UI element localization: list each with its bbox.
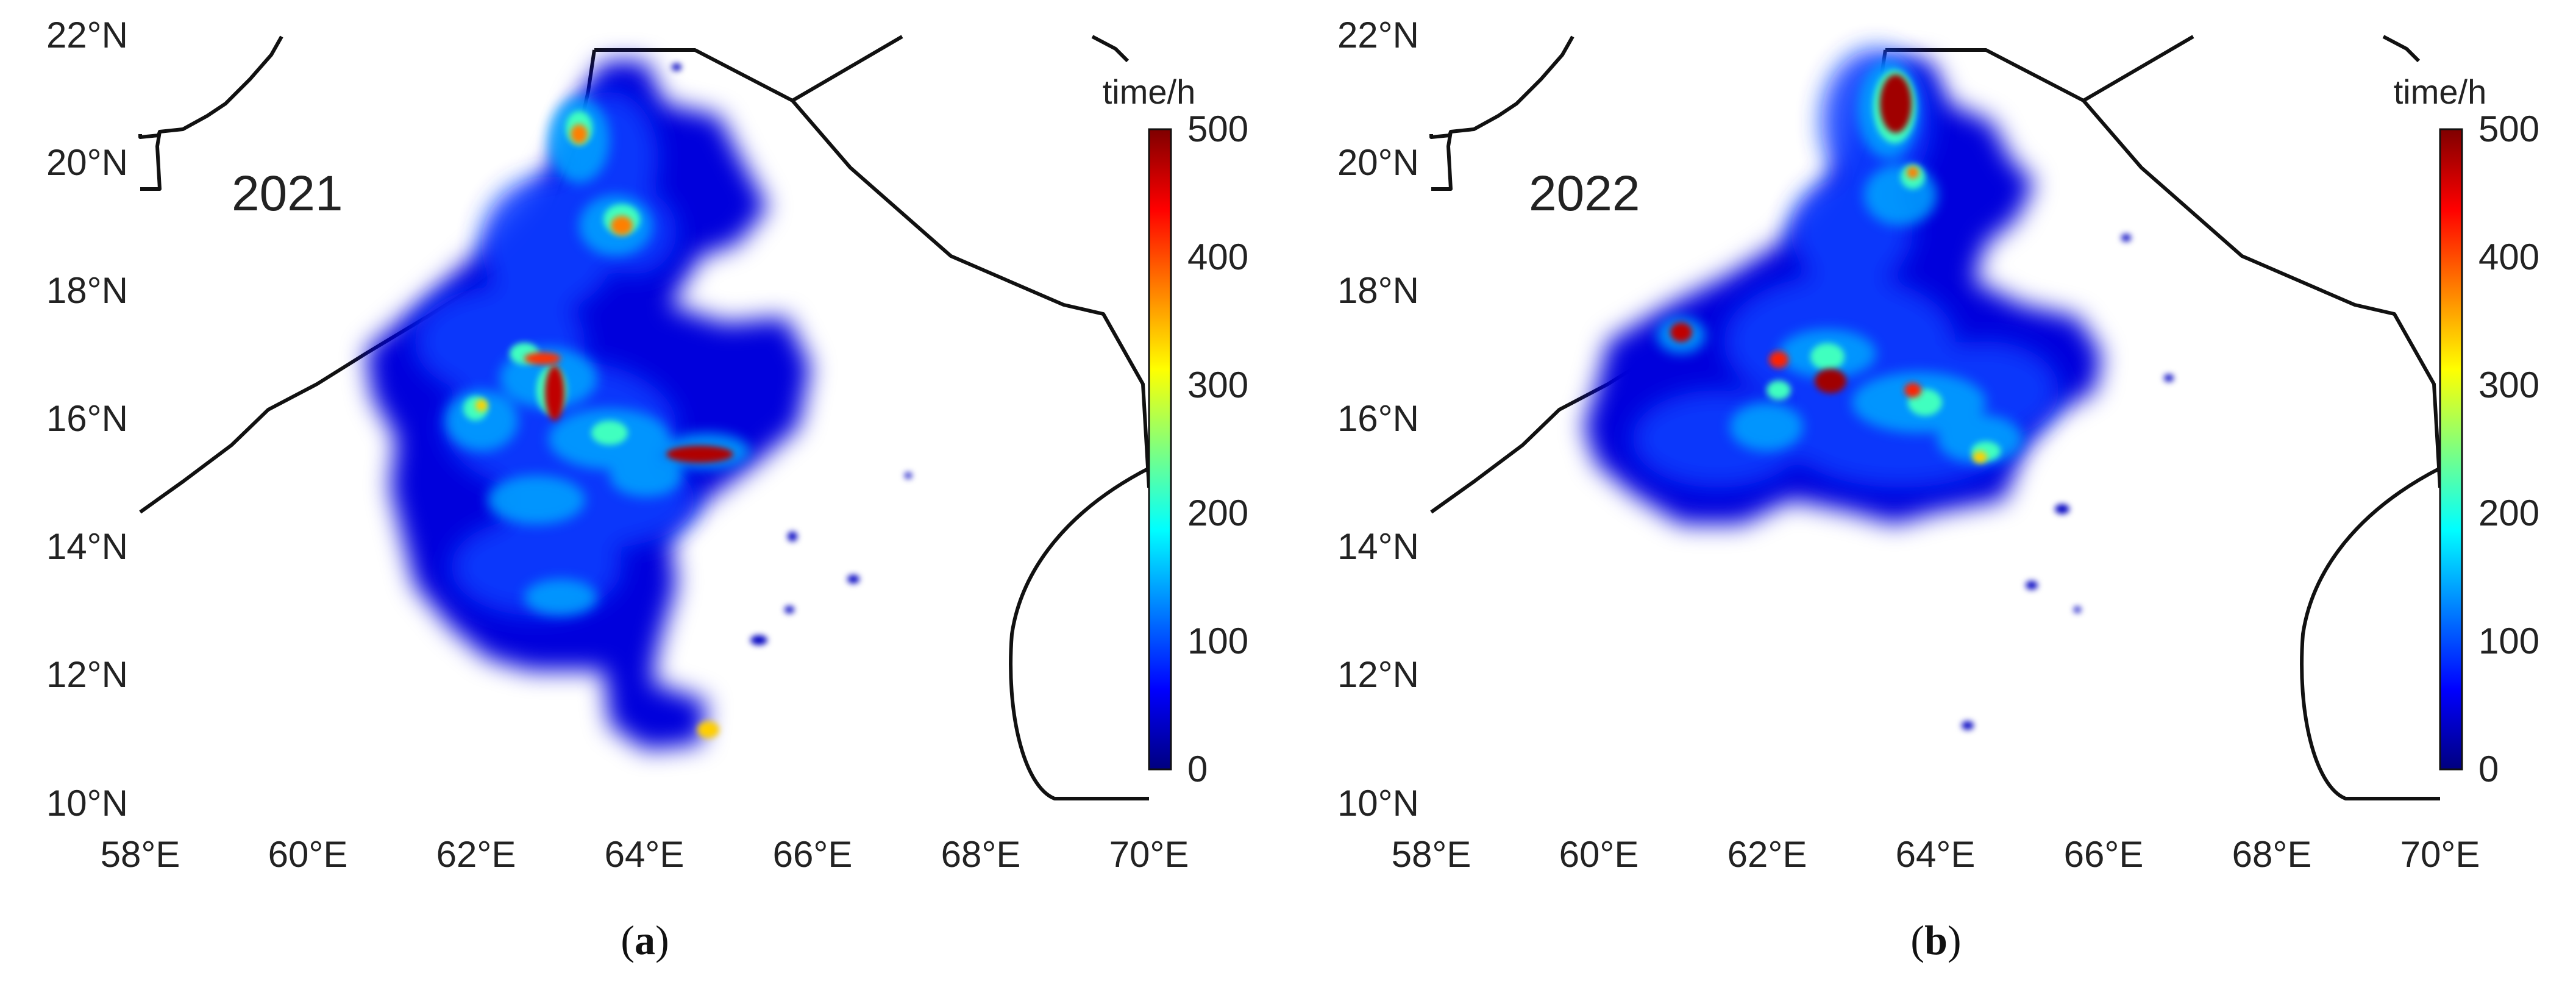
lon-tick-labels: 58°E 60°E 62°E 64°E 66°E 68°E 70°E (1392, 834, 2480, 875)
lon-tick: 62°E (436, 834, 516, 875)
colorbar: time/h 0 100 200 300 400 500 (1103, 73, 1248, 789)
colorbar-tick: 0 (1187, 749, 1208, 789)
lat-tick: 12°N (46, 654, 128, 695)
colorbar-tick: 300 (1187, 365, 1248, 405)
panel-a: 10°N 12°N 14°N 16°N 18°N 20°N 22°N 58°E … (46, 15, 1248, 963)
lat-tick: 14°N (1337, 526, 1419, 567)
colorbar-gradient (2439, 128, 2463, 771)
year-label: 2021 (232, 166, 343, 221)
colorbar: time/h 0 100 200 300 400 500 (2394, 73, 2539, 789)
lat-tick: 16°N (1337, 398, 1419, 439)
colorbar-tick: 500 (2478, 109, 2539, 149)
colorbar-title: time/h (2394, 73, 2487, 111)
lat-tick: 14°N (46, 526, 128, 567)
lat-tick: 20°N (1337, 142, 1419, 183)
lat-tick: 18°N (1337, 270, 1419, 311)
colorbar-tick: 100 (1187, 621, 1248, 661)
colorbar-tick: 400 (1187, 237, 1248, 277)
lat-tick: 22°N (1337, 15, 1419, 55)
lat-tick: 10°N (1337, 783, 1419, 824)
lon-tick: 68°E (941, 834, 1021, 875)
lat-tick-labels: 10°N 12°N 14°N 16°N 18°N 20°N 22°N (1337, 15, 1419, 824)
lon-tick: 66°E (773, 834, 853, 875)
lat-tick: 10°N (46, 783, 128, 824)
colorbar-tick: 200 (1187, 493, 1248, 533)
lat-tick-labels: 10°N 12°N 14°N 16°N 18°N 20°N 22°N (46, 15, 128, 824)
panel-caption: (b) (1910, 917, 1961, 963)
colorbar-tick: 100 (2478, 621, 2539, 661)
lon-tick: 70°E (1109, 834, 1189, 875)
panel-b: 10°N 12°N 14°N 16°N 18°N 20°N 22°N 58°E … (1337, 15, 2539, 963)
colorbar-tick: 300 (2478, 365, 2539, 405)
panel-caption: (a) (621, 917, 669, 963)
colorbar-title: time/h (1103, 73, 1196, 111)
lon-tick: 68°E (2232, 834, 2312, 875)
colorbar-tick: 500 (1187, 109, 1248, 149)
colorbar-tick: 0 (2478, 749, 2499, 789)
lat-tick: 12°N (1337, 654, 1419, 695)
colorbar-tick: 400 (2478, 237, 2539, 277)
heatmap-density (366, 61, 912, 750)
lon-tick: 64°E (1896, 834, 1976, 875)
lon-tick: 60°E (1559, 834, 1639, 875)
lat-tick: 18°N (46, 270, 128, 311)
lon-tick: 64°E (605, 834, 685, 875)
lon-tick-labels: 58°E 60°E 62°E 64°E 66°E 68°E 70°E (101, 834, 1189, 875)
lon-tick: 58°E (101, 834, 180, 875)
lon-tick: 58°E (1392, 834, 1471, 875)
heatmap-density (1584, 49, 2174, 730)
year-label: 2022 (1529, 166, 1640, 221)
lat-tick: 22°N (46, 15, 128, 55)
lon-tick: 62°E (1727, 834, 1807, 875)
colorbar-gradient (1148, 128, 1172, 771)
lon-tick: 60°E (268, 834, 348, 875)
lat-tick: 16°N (46, 398, 128, 439)
lon-tick: 66°E (2064, 834, 2144, 875)
colorbar-tick: 200 (2478, 493, 2539, 533)
lon-tick: 70°E (2400, 834, 2480, 875)
lat-tick: 20°N (46, 142, 128, 183)
